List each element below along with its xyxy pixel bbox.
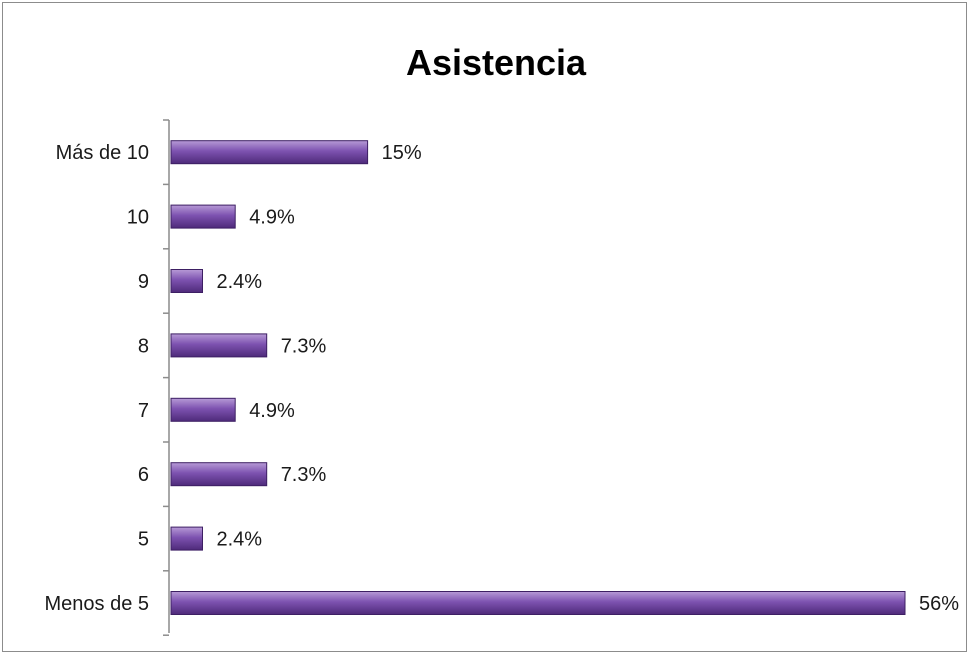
value-label: 56% <box>919 593 959 615</box>
category-label: 5 <box>138 529 149 551</box>
chart-area: Asistencia Más de 10 10 9 8 7 6 5 Menos de 5 15… <box>44 42 960 636</box>
category-label: Menos de 5 <box>44 593 149 615</box>
category-label: 8 <box>138 335 149 357</box>
bar <box>170 333 268 358</box>
chart-title: Asistencia <box>406 42 587 83</box>
bar <box>170 462 268 487</box>
category-label: 6 <box>138 464 149 486</box>
value-label: 4.9% <box>249 400 295 422</box>
category-label: 10 <box>127 207 149 229</box>
category-label: Más de 10 <box>56 142 149 164</box>
value-label: 2.4% <box>217 271 263 293</box>
category-label: 7 <box>138 400 149 422</box>
bar <box>170 397 236 422</box>
value-label: 2.4% <box>217 529 263 551</box>
value-label: 7.3% <box>281 335 327 357</box>
value-labels: 15% 4.9% 2.4% 7.3% 4.9% 7.3% 2.4% 56% <box>217 142 960 615</box>
category-labels: Más de 10 10 9 8 7 6 5 Menos de 5 <box>44 142 149 615</box>
value-label: 7.3% <box>281 464 327 486</box>
bar <box>170 526 203 551</box>
category-label: 9 <box>138 271 149 293</box>
bar <box>170 204 236 229</box>
bar <box>170 269 203 293</box>
bar <box>170 591 906 615</box>
bar <box>170 140 369 165</box>
bar-series <box>170 140 906 615</box>
y-axis-ticks <box>163 119 169 636</box>
value-label: 15% <box>382 142 422 164</box>
value-label: 4.9% <box>249 207 295 229</box>
